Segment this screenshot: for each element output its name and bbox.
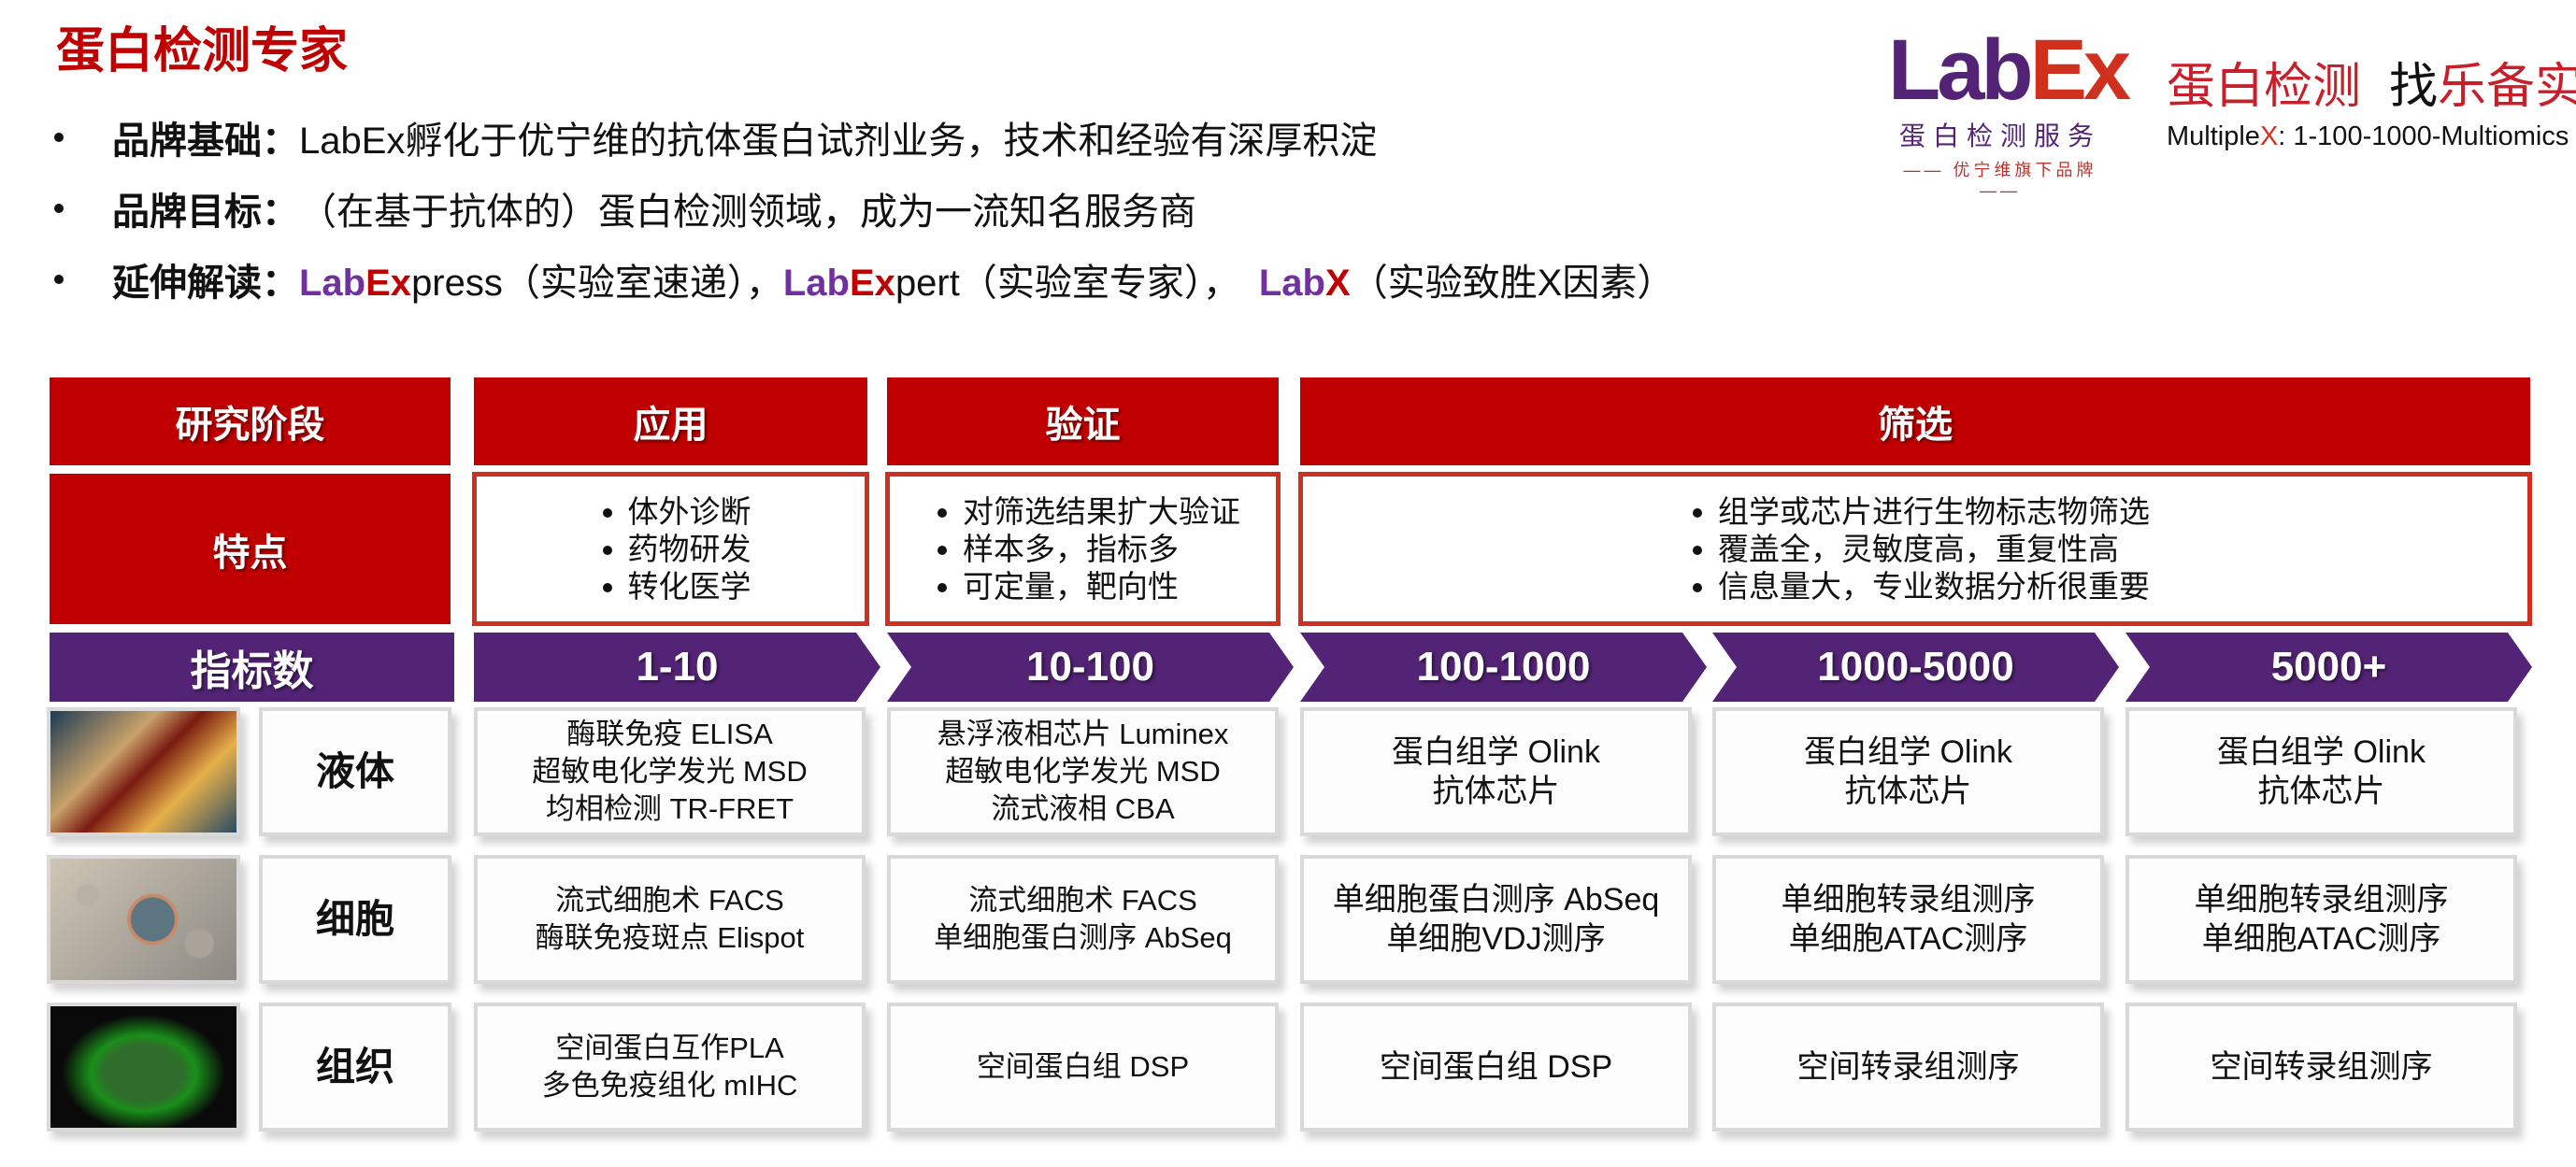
method-cell: 蛋白组学 Olink 抗体芯片 <box>1300 707 1692 836</box>
multiplex-tagline: MultipleX: 1-100-1000-Multiomics <box>2167 121 2569 151</box>
method-name: 超敏电化学发光 MSD <box>945 755 1221 788</box>
bullet-label: 品牌目标： <box>112 192 299 233</box>
tissue-fluorescence-photo <box>47 1003 240 1131</box>
feature-item: 覆盖全，灵敏度高，重复性高 <box>1718 531 2150 568</box>
features-validation: 对筛选结果扩大验证样本多，指标多可定量，靶向性 <box>885 472 1281 626</box>
method-cell: 悬浮液相芯片 Luminex 超敏电化学发光 MSD 流式液相 CBA <box>887 707 1279 836</box>
stage-screening: 筛选 <box>1300 377 2530 465</box>
bullet-brand-goal: 品牌目标： （在基于抗体的）蛋白检测领域，成为一流知名服务商 <box>54 181 1196 235</box>
sample-type-label: 组织 <box>259 1003 451 1131</box>
method-cell: 流式细胞术 FACS 单细胞蛋白测序 AbSeq <box>887 855 1279 984</box>
labex-logo: LabEx 蛋白检测服务 —— 优宁维旗下品牌 —— <box>1888 22 2131 200</box>
method-name: 单细胞ATAC测序 <box>2201 921 2441 957</box>
method-name: 流式细胞术 FACS <box>968 884 1197 917</box>
method-name: 超敏电化学发光 MSD <box>532 755 808 788</box>
method-cell: 空间蛋白组 DSP <box>1300 1003 1692 1131</box>
index-range-chevron: 5000+ <box>2125 633 2532 702</box>
method-name: 抗体芯片 <box>1844 774 1972 809</box>
index-range-chevron: 100-1000 <box>1300 633 1707 702</box>
method-cell: 空间转录组测序 <box>1712 1003 2104 1131</box>
method-name: 单细胞转录组测序 <box>2194 882 2449 918</box>
bullet-label: 品牌基础： <box>112 121 299 162</box>
method-cell: 空间蛋白互作PLA 多色免疫组化 mIHC <box>474 1003 866 1131</box>
method-name: 空间转录组测序 <box>2210 1049 2433 1085</box>
stage-application: 应用 <box>474 377 867 465</box>
method-cell: 单细胞转录组测序 单细胞ATAC测序 <box>1712 855 2104 984</box>
method-name: 空间转录组测序 <box>1796 1049 2020 1085</box>
bullet-icon <box>54 133 64 142</box>
method-name: 单细胞ATAC测序 <box>1788 921 2028 957</box>
method-name: 流式细胞术 FACS <box>555 884 784 917</box>
method-cell: 单细胞蛋白测序 AbSeq 单细胞VDJ测序 <box>1300 855 1692 984</box>
features-screening: 组学或芯片进行生物标志物筛选覆盖全，灵敏度高，重复性高信息量大，专业数据分析很重… <box>1298 472 2532 626</box>
labexpert-term: LabExpert（实验室专家）， <box>782 263 1240 304</box>
feature-item: 对筛选结果扩大验证 <box>963 493 1240 531</box>
method-name: 悬浮液相芯片 Luminex <box>937 718 1229 750</box>
method-name: 蛋白组学 Olink <box>2217 734 2426 770</box>
cells-photo <box>47 855 240 984</box>
blood-tube-photo <box>47 707 240 836</box>
method-name: 单细胞蛋白测序 AbSeq <box>1332 882 1660 918</box>
features-application: 体外诊断药物研发转化医学 <box>472 472 869 626</box>
method-name: 单细胞VDJ测序 <box>1386 921 1606 957</box>
bullet-extended-meaning: 延伸解读： LabExpress（实验室速递）， LabExpert（实验室专家… <box>54 252 1674 306</box>
feature-header-label: 特点 <box>50 474 451 624</box>
method-cell: 蛋白组学 Olink 抗体芯片 <box>1712 707 2104 836</box>
bullet-icon <box>54 275 64 284</box>
feature-item: 体外诊断 <box>628 493 751 531</box>
index-range-chevron: 1000-5000 <box>1712 633 2119 702</box>
sample-type-label: 液体 <box>259 707 451 836</box>
method-name: 抗体芯片 <box>2257 774 2385 809</box>
method-name: 流式液相 CBA <box>991 792 1175 825</box>
method-name: 空间蛋白组 DSP <box>976 1050 1190 1083</box>
method-name: 蛋白组学 Olink <box>1392 734 1600 770</box>
method-name: 多色免疫组化 mIHC <box>541 1069 798 1102</box>
feature-item: 药物研发 <box>628 531 751 568</box>
stage-header-label: 研究阶段 <box>50 377 451 465</box>
bullet-text: （在基于抗体的）蛋白检测领域，成为一流知名服务商 <box>299 192 1196 233</box>
sample-type-label: 细胞 <box>259 855 451 984</box>
method-cell: 空间转录组测序 <box>2125 1003 2517 1131</box>
index-range-chevron: 1-10 <box>474 633 880 702</box>
feature-item: 转化医学 <box>628 568 751 605</box>
feature-item: 信息量大，专业数据分析很重要 <box>1718 568 2150 605</box>
page-title: 蛋白检测专家 <box>56 24 349 78</box>
index-range-chevron: 10-100 <box>887 633 1294 702</box>
bullet-icon <box>54 204 64 213</box>
method-name: 空间蛋白互作PLA <box>555 1032 784 1064</box>
method-name: 酶联免疫斑点 Elispot <box>535 921 805 954</box>
method-name: 酶联免疫 ELISA <box>566 718 773 750</box>
method-cell: 单细胞转录组测序 单细胞ATAC测序 <box>2125 855 2517 984</box>
stage-validation: 验证 <box>887 377 1279 465</box>
labexpress-term: LabExpress（实验室速递）， <box>299 263 783 304</box>
slogan: 蛋白检测 找乐备实 <box>2167 60 2576 114</box>
method-cell: 蛋白组学 Olink 抗体芯片 <box>2125 707 2517 836</box>
feature-item: 可定量，靶向性 <box>963 568 1240 605</box>
bullet-text: LabEx孵化于优宁维的抗体蛋白试剂业务，技术和经验有深厚积淀 <box>299 121 1378 162</box>
feature-item: 样本多，指标多 <box>963 531 1240 568</box>
bullet-label: 延伸解读： <box>112 263 299 304</box>
method-cell: 酶联免疫 ELISA 超敏电化学发光 MSD 均相检测 TR-FRET <box>474 707 866 836</box>
method-name: 均相检测 TR-FRET <box>545 792 794 825</box>
method-cell: 空间蛋白组 DSP <box>887 1003 1279 1131</box>
feature-item: 组学或芯片进行生物标志物筛选 <box>1718 493 2150 531</box>
labx-term: LabX（实验致胜X因素） <box>1258 263 1675 304</box>
bullet-brand-basis: 品牌基础： LabEx孵化于优宁维的抗体蛋白试剂业务，技术和经验有深厚积淀 <box>54 110 1377 164</box>
method-name: 空间蛋白组 DSP <box>1379 1049 1613 1085</box>
method-name: 蛋白组学 Olink <box>1804 734 2012 770</box>
method-name: 单细胞蛋白测序 AbSeq <box>934 921 1232 954</box>
method-name: 单细胞转录组测序 <box>1781 882 2036 918</box>
index-header-label: 指标数 <box>50 633 454 702</box>
method-cell: 流式细胞术 FACS 酶联免疫斑点 Elispot <box>474 855 866 984</box>
method-name: 抗体芯片 <box>1432 774 1560 809</box>
